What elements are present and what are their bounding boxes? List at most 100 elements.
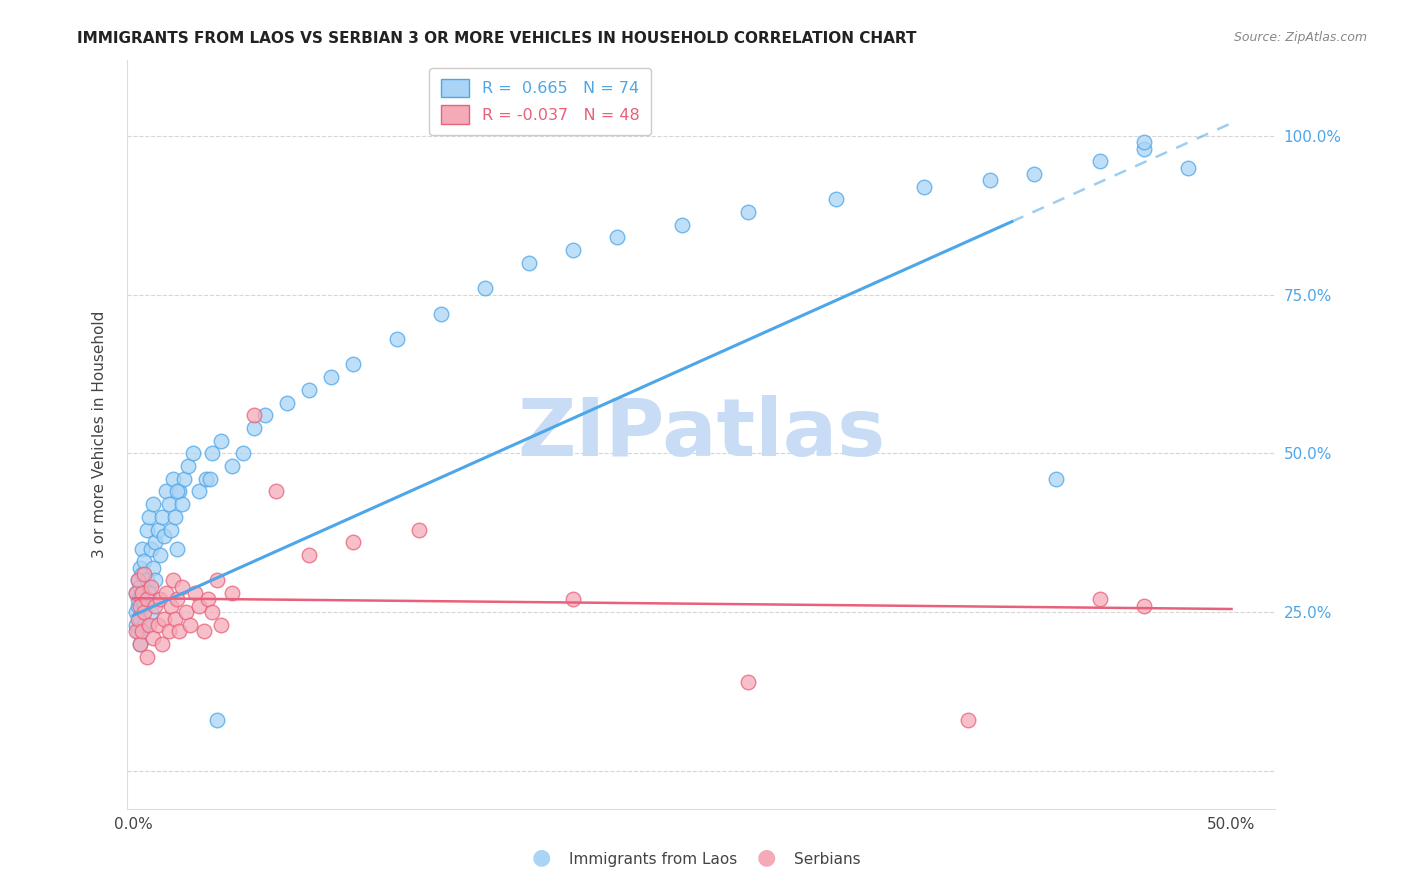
Point [243,409,266,423]
Point [209,618,232,632]
Point [166,592,188,607]
Point [124,624,146,639]
Point [173,472,195,486]
Point [737,675,759,690]
Point [385,332,408,346]
Point [159,599,181,613]
Point [169,484,191,499]
Y-axis label: 3 or more Vehicles in Household: 3 or more Vehicles in Household [93,310,107,558]
Point [956,713,979,727]
Point [1022,167,1045,181]
Point [138,618,160,632]
Point [179,618,201,632]
Point [131,592,153,607]
Point [138,586,160,600]
Legend: R =  0.665   N = 74, R = -0.037   N = 48: R = 0.665 N = 74, R = -0.037 N = 48 [429,68,651,135]
Point [430,307,453,321]
Point [127,624,149,639]
Point [232,446,254,460]
Point [1045,472,1067,486]
Point [124,586,146,600]
Point [139,580,162,594]
Point [127,574,149,588]
Point [298,383,321,397]
Text: Serbians: Serbians [794,852,860,867]
Point [149,548,172,562]
Point [205,574,228,588]
Point [155,586,177,600]
Point [139,541,162,556]
Text: ●: ● [531,847,551,867]
Point [276,395,298,409]
Point [200,472,222,486]
Point [134,554,156,568]
Point [134,605,156,619]
Point [221,586,243,600]
Point [825,192,848,206]
Point [134,599,156,613]
Text: Source: ZipAtlas.com: Source: ZipAtlas.com [1233,31,1367,45]
Point [124,586,146,600]
Point [188,599,211,613]
Point [127,599,149,613]
Text: IMMIGRANTS FROM LAOS VS SERBIAN 3 OR MORE VEHICLES IN HOUSEHOLD CORRELATION CHAR: IMMIGRANTS FROM LAOS VS SERBIAN 3 OR MOR… [77,31,917,46]
Point [135,574,157,588]
Point [143,535,166,549]
Point [737,205,759,219]
Point [342,358,364,372]
Point [143,599,166,613]
Point [165,611,187,625]
Point [1088,592,1111,607]
Point [166,484,188,499]
Point [166,541,188,556]
Point [254,409,277,423]
Point [1177,161,1199,175]
Point [129,599,152,613]
Point [188,484,211,499]
Point [298,548,321,562]
Point [157,624,180,639]
Point [131,586,153,600]
Point [162,472,184,486]
Point [146,523,169,537]
Point [143,574,166,588]
Point [561,243,583,257]
Point [517,256,540,270]
Text: Immigrants from Laos: Immigrants from Laos [569,852,738,867]
Point [319,370,342,384]
Point [129,637,152,651]
Point [127,574,149,588]
Point [131,624,153,639]
Point [124,605,146,619]
Point [194,472,217,486]
Point [157,497,180,511]
Point [150,509,173,524]
Point [264,484,287,499]
Point [197,592,219,607]
Text: ZIPatlas: ZIPatlas [517,395,886,474]
Point [201,446,224,460]
Point [127,592,149,607]
Point [149,592,172,607]
Point [129,611,152,625]
Point [170,497,193,511]
Point [142,497,165,511]
Point [159,523,181,537]
Point [201,605,224,619]
Point [153,529,176,543]
Point [162,574,184,588]
Point [169,624,191,639]
Point [1132,135,1154,149]
Point [135,592,157,607]
Point [474,281,496,295]
Point [205,713,228,727]
Point [131,567,153,582]
Point [135,649,157,664]
Point [243,421,266,435]
Text: ●: ● [756,847,776,867]
Point [979,173,1001,187]
Point [606,230,628,244]
Point [1132,599,1154,613]
Point [142,631,165,645]
Point [155,484,177,499]
